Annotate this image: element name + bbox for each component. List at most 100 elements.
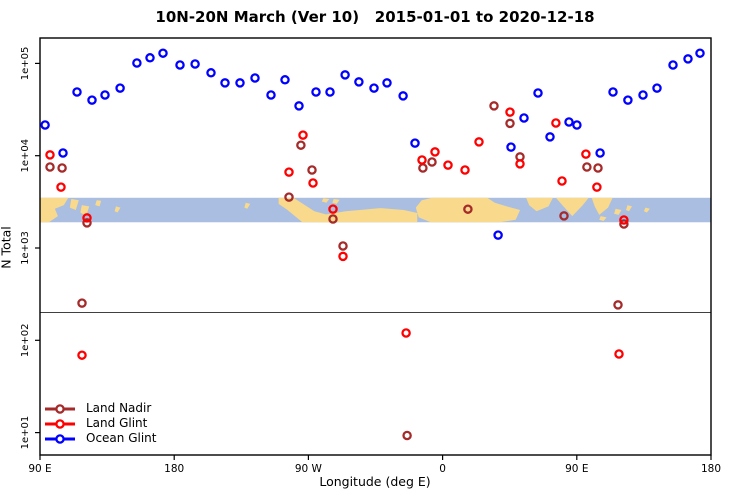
ocean-glint-point <box>87 95 97 105</box>
ocean-glint-point <box>158 48 168 58</box>
land-glint-point <box>298 130 308 140</box>
land-glint-point <box>338 251 348 262</box>
plot-frame <box>39 37 712 456</box>
ocean-glint-point <box>652 83 662 93</box>
legend-marker-icon <box>45 433 75 444</box>
ocean-glint-point <box>506 142 516 152</box>
land-nadir-point <box>582 162 592 172</box>
land-nadir-point <box>593 163 603 173</box>
x-tick-label: 180 <box>701 463 721 475</box>
land-glint-point <box>82 213 92 223</box>
land-nadir-point <box>613 300 623 310</box>
land-glint-point <box>474 137 484 147</box>
map-band-land <box>626 205 632 212</box>
land-nadir-point <box>77 298 87 308</box>
map-band-land <box>415 197 521 223</box>
ocean-glint-point <box>175 60 185 70</box>
ocean-glint-point <box>235 78 245 88</box>
land-glint-point <box>581 149 591 159</box>
legend: Land Nadir Land Glint Ocean Glint <box>44 401 156 446</box>
land-glint-point <box>430 147 440 157</box>
map-band-land <box>332 199 340 204</box>
ocean-glint-point <box>311 87 321 97</box>
land-glint-point <box>56 182 66 192</box>
ocean-glint-point <box>595 148 605 158</box>
land-nadir-point <box>418 163 428 173</box>
map-band-land <box>278 197 333 223</box>
land-glint-point <box>505 107 515 117</box>
ocean-glint-point <box>493 230 503 240</box>
ocean-glint-point <box>382 78 392 88</box>
map-band-land <box>244 202 251 209</box>
ocean-glint-point <box>115 83 125 93</box>
map-band-land <box>526 197 553 212</box>
ocean-glint-point <box>683 54 693 64</box>
land-glint-point <box>308 178 318 188</box>
ocean-glint-point <box>266 90 276 100</box>
ocean-glint-point <box>220 78 230 88</box>
land-glint-point <box>417 155 427 165</box>
land-nadir-point <box>328 214 338 224</box>
land-nadir-point <box>45 162 55 172</box>
x-tick-label: 90 W <box>295 463 323 475</box>
land-nadir-point <box>559 211 569 221</box>
land-glint-point <box>592 182 602 192</box>
ocean-glint-point <box>145 53 155 63</box>
legend-label: Ocean Glint <box>86 431 157 445</box>
map-band-land <box>317 208 418 223</box>
ocean-glint-point <box>519 113 529 123</box>
ocean-glint-point <box>572 120 582 130</box>
legend-item: Ocean Glint <box>44 431 156 446</box>
land-nadir-point <box>619 219 629 229</box>
land-glint-point <box>77 350 87 360</box>
ocean-glint-point <box>564 117 574 127</box>
ocean-glint-point <box>325 87 335 97</box>
map-band-land <box>40 197 69 223</box>
land-nadir-point <box>338 241 348 251</box>
x-tick-label: 0 <box>439 463 446 475</box>
y-tick-label: 1e+03 <box>20 231 31 265</box>
ocean-glint-point <box>608 87 618 97</box>
ocean-glint-point <box>398 91 408 101</box>
land-glint-point <box>557 176 567 186</box>
map-band-land <box>591 197 613 215</box>
map-band-land <box>69 199 79 210</box>
ocean-glint-point <box>533 88 543 98</box>
land-nadir-point <box>489 101 499 111</box>
legend-item: Land Nadir <box>44 401 156 416</box>
land-nadir-point <box>57 163 67 173</box>
map-band-land <box>555 197 589 217</box>
map-band-land <box>643 207 650 213</box>
land-nadir-point <box>307 165 317 175</box>
ocean-glint-point <box>294 101 304 111</box>
x-tick-label: 180 <box>164 463 184 475</box>
map-band-land <box>114 206 121 213</box>
land-glint-point <box>401 328 411 338</box>
land-nadir-point <box>296 140 306 150</box>
x-tick-label: 90 E <box>28 463 51 475</box>
ocean-glint-point <box>280 75 290 85</box>
land-glint-point <box>614 349 624 359</box>
land-glint-point <box>515 159 525 169</box>
ocean-glint-point <box>40 120 50 130</box>
land-glint-point <box>443 160 453 170</box>
land-nadir-point <box>463 204 473 214</box>
ocean-glint-point <box>354 77 364 87</box>
ocean-glint-point <box>250 73 260 83</box>
ocean-glint-point <box>72 87 82 97</box>
land-glint-point <box>460 165 470 175</box>
ocean-glint-point <box>545 132 555 142</box>
legend-marker-icon <box>45 403 75 414</box>
legend-item: Land Glint <box>44 416 156 431</box>
y-tick-label: 1e+02 <box>20 323 31 357</box>
land-glint-point <box>284 167 294 177</box>
x-tick-label: 90 E <box>565 463 588 475</box>
land-glint-point <box>328 204 338 214</box>
y-tick-label: 1e+05 <box>20 47 31 81</box>
legend-label: Land Nadir <box>86 401 152 415</box>
land-glint-point <box>619 215 629 225</box>
land-nadir-point <box>402 430 412 441</box>
land-nadir-point <box>82 218 92 228</box>
ocean-glint-point <box>410 138 420 148</box>
